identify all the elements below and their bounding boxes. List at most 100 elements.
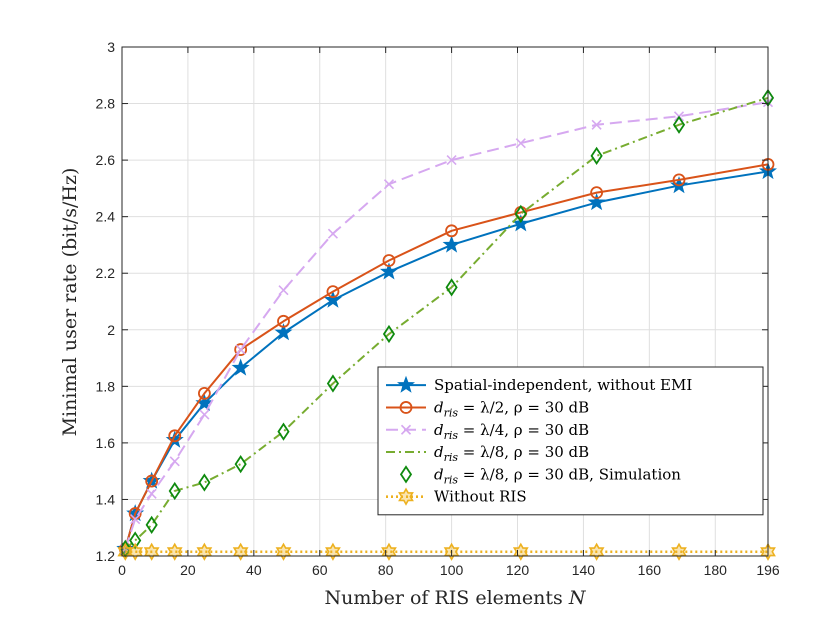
marker-circle [234,343,248,356]
marker-x [130,514,141,525]
x-tick-label: 120 [506,562,530,578]
marker-star [396,375,416,393]
legend-entry: dris = λ/4, ρ = 30 dB [386,421,589,442]
marker-circle [277,314,290,328]
y-tick-label: 2.2 [96,265,116,281]
x-tick-label: 196 [756,562,780,578]
marker-star [274,323,293,341]
marker-x [199,409,210,420]
marker-diamond [514,204,527,223]
legend: Spatial-independent, without EMI dris = λ… [377,366,764,516]
y-tick-label: 1.2 [96,548,116,564]
marker-star [379,262,398,280]
marker-circle [672,173,686,187]
marker-x [235,344,246,355]
marker-hexagram [512,542,529,561]
marker-circle [382,254,396,267]
marker-x [278,285,289,296]
marker-diamond [198,473,211,492]
marker-x-stroke [146,488,157,499]
marker-x [327,228,339,239]
marker-diamond [145,515,158,535]
marker-x-stroke [400,424,412,435]
marker-x [446,155,457,166]
legend-entry: dris = λ/8, ρ = 30 dB, Simulation [399,465,681,486]
marker-hexagram [232,542,249,561]
series [124,96,769,550]
legend-label: dris = λ/4, ρ = 30 dB [434,421,589,442]
marker-x-stroke [130,514,141,525]
marker-circle [399,401,413,414]
marker-diamond [590,146,603,165]
y-tick-label: 3 [107,39,115,55]
marker-x-stroke [515,138,526,149]
y-tick-label: 2.6 [96,152,116,168]
marker-hexagram [325,542,341,561]
series-lines [116,88,778,561]
marker-x-stroke [327,228,339,239]
marker-circle [145,474,159,488]
legend-box [377,366,764,516]
marker-circle [168,429,182,443]
x-tick-label: 60 [312,562,328,578]
y-tick-label: 2 [107,322,115,338]
legend-label: Spatial-independent, without EMI [434,376,692,394]
marker-diamond [129,531,142,550]
x-tick-label: 160 [638,562,662,578]
marker-hexagram [127,542,144,561]
marker-x-stroke [169,456,180,467]
marker-diamond [382,324,396,344]
legend-label: dris = λ/2, ρ = 30 dB [434,398,589,419]
series-line [124,96,769,550]
marker-diamond [168,481,181,501]
marker-x [591,119,602,130]
x-tick-label: 100 [440,562,464,578]
x-tick-label: 0 [118,562,126,578]
marker-x [146,488,157,499]
marker-hexagram [398,487,414,506]
y-tick-label: 2.4 [96,209,116,225]
marker-x-stroke [199,409,210,420]
marker-hexagram [381,542,397,561]
legend-label: Without RIS [434,488,527,506]
legend-entry: Spatial-independent, without EMI [386,375,692,394]
x-tick-label: 140 [572,562,596,578]
legend-entry: dris = λ/2, ρ = 30 dB [386,398,589,419]
x-tick-label: 40 [246,562,262,578]
marker-diamond [445,278,458,297]
x-tick-label: 180 [704,562,728,578]
series-line [124,163,769,550]
marker-x-stroke [278,285,289,296]
marker-star [587,193,606,211]
legend-entry: Without RIS [386,487,527,506]
marker-hexagram [588,542,605,561]
marker-circle [326,285,340,299]
legend-entry: dris = λ/8, ρ = 30 dB [386,443,589,464]
marker-star [323,290,342,308]
axis-ticks: 0 20 40 60 80 100 120 140 160 180 196 1.2 1.4 1.6 1.8 2… [96,39,780,578]
marker-star [231,358,250,376]
marker-diamond [326,374,340,393]
marker-x-stroke [235,344,246,355]
y-tick-label: 1.6 [96,435,116,451]
marker-hexagram [143,542,160,561]
marker-x [169,456,180,467]
series [119,88,775,559]
axes-frame [121,46,769,557]
marker-diamond [234,454,247,474]
y-tick-label: 1.8 [96,378,116,394]
marker-diamond [277,422,290,441]
marker-circle [590,186,604,200]
marker-diamond [672,115,686,134]
legend-label: dris = λ/8, ρ = 30 dB [434,443,589,464]
marker-x-stroke [446,155,457,166]
legend-label: dris = λ/8, ρ = 30 dB, Simulation [434,465,681,486]
marker-x [515,138,526,149]
marker-x-stroke [383,179,395,190]
marker-hexagram [671,542,687,561]
marker-hexagram [275,542,292,561]
y-axis-label: Minimal user rate (bit/s/Hz) [59,168,81,437]
series-line [124,101,769,550]
marker-star [442,235,461,253]
